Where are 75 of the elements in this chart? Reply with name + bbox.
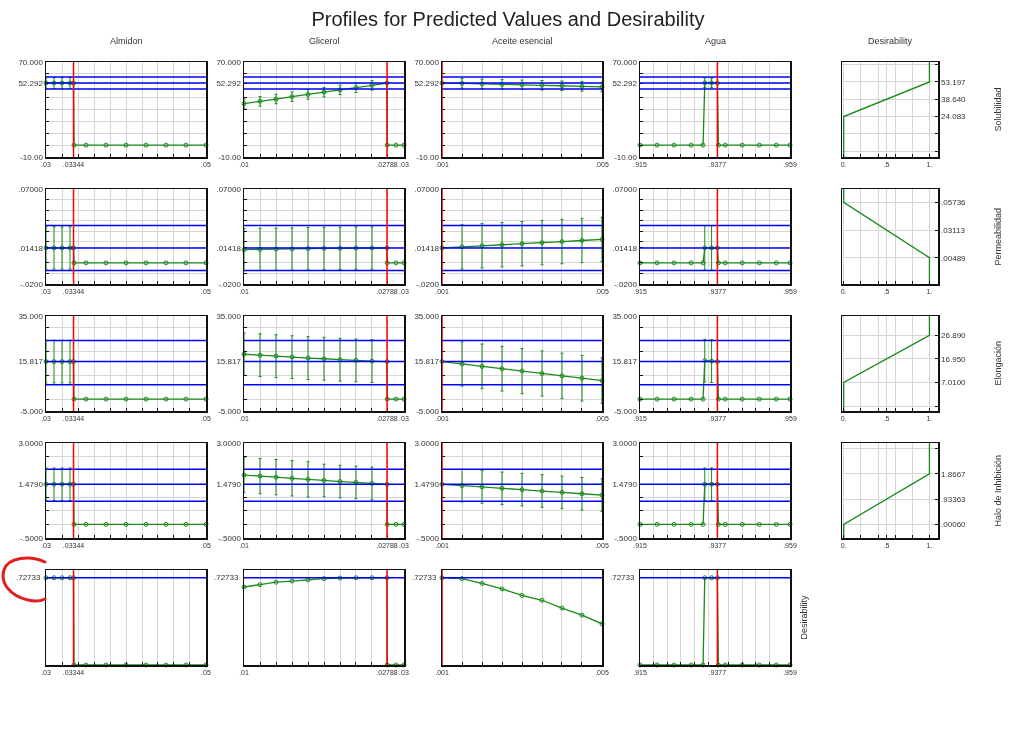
y-tick-label: 52.292 bbox=[612, 78, 638, 88]
text: Profiles for Predicted Values and Desirability bbox=[310, 8, 706, 31]
y-tick-label: 15.817 bbox=[414, 357, 440, 367]
y-tick-label: .07000 bbox=[612, 184, 638, 194]
y-tick-label: -.5000 bbox=[218, 533, 242, 543]
y-tick-label: 1.4790 bbox=[414, 480, 440, 490]
y-tick-label: 3.0000 bbox=[18, 438, 44, 448]
y-tick-label: 1.4790 bbox=[612, 480, 638, 490]
y-tick-label: 15.817 bbox=[216, 357, 242, 367]
y-tick-label: 52.292 bbox=[216, 78, 242, 88]
y-tick-label: .93363 bbox=[941, 494, 967, 504]
y-tick-label: 1.4790 bbox=[216, 480, 242, 490]
y-tick-label: 70.000 bbox=[18, 57, 44, 67]
y-tick-label: -.5000 bbox=[416, 533, 440, 543]
y-tick-label: -.5000 bbox=[20, 533, 44, 543]
y-tick-label: 70.000 bbox=[612, 57, 638, 67]
y-tick-label: .01418 bbox=[414, 243, 440, 253]
y-tick-label: 70.000 bbox=[216, 57, 242, 67]
y-tick-label: 35.000 bbox=[612, 311, 638, 321]
y-tick-label: 15.817 bbox=[18, 357, 44, 367]
y-tick-label: -5.000 bbox=[218, 406, 242, 416]
y-tick-label: .03113 bbox=[941, 225, 966, 235]
y-tick-label: -10.00 bbox=[218, 152, 242, 162]
y-axis-title: Elongación bbox=[992, 340, 1003, 386]
y-tick-label: -10.00 bbox=[416, 152, 440, 162]
y-axis-title: Desirability bbox=[798, 594, 809, 640]
y-tick-label: .01418 bbox=[216, 243, 242, 253]
y-tick-label: 3.0000 bbox=[216, 438, 242, 448]
y-tick-label: 35.000 bbox=[414, 311, 440, 321]
y-tick-label: 3.0000 bbox=[414, 438, 440, 448]
y-tick-label: -.0200 bbox=[416, 279, 440, 289]
chart-title: Agua bbox=[705, 36, 727, 46]
y-tick-label: 24.083 bbox=[941, 112, 967, 122]
y-tick-label: 26.890 bbox=[941, 331, 967, 341]
text: .72733 bbox=[16, 573, 42, 582]
y-tick-label: -10.00 bbox=[614, 152, 638, 162]
y-axis-title: Solubilidad bbox=[992, 87, 1003, 132]
y-tick-label: 35.000 bbox=[18, 311, 44, 321]
y-tick-label: -5.000 bbox=[20, 406, 44, 416]
y-tick-label: 1.8667 bbox=[941, 469, 967, 479]
y-tick-label: -10.00 bbox=[20, 152, 44, 162]
y-tick-label: 7.0100 bbox=[941, 378, 967, 388]
y-tick-label: 1.4790 bbox=[18, 480, 44, 490]
chart-title: Aceite esencial bbox=[492, 36, 553, 46]
y-tick-label: .01418 bbox=[612, 243, 638, 253]
y-tick-label: .00489 bbox=[941, 253, 967, 263]
chart-title: Desirability bbox=[868, 36, 913, 46]
y-tick-label: -.0200 bbox=[20, 279, 44, 289]
y-tick-label: 53.197 bbox=[941, 77, 967, 87]
y-tick-label: 3.0000 bbox=[612, 438, 638, 448]
y-tick-label: 16.950 bbox=[941, 354, 967, 364]
y-tick-label: .07000 bbox=[414, 184, 440, 194]
text: .72733 bbox=[610, 573, 636, 582]
y-axis-title: Permeabilidad bbox=[992, 207, 1003, 266]
y-tick-label: -.0200 bbox=[218, 279, 242, 289]
y-tick-label: -5.000 bbox=[416, 406, 440, 416]
y-tick-label: 52.292 bbox=[414, 78, 440, 88]
y-tick-label: 35.000 bbox=[216, 311, 242, 321]
y-tick-label: .07000 bbox=[216, 184, 242, 194]
y-tick-label: 15.817 bbox=[612, 357, 638, 367]
y-tick-label: 52.292 bbox=[18, 78, 44, 88]
y-tick-label: .00060 bbox=[941, 520, 967, 530]
y-tick-label: .07000 bbox=[18, 184, 44, 194]
y-tick-label: -5.000 bbox=[614, 406, 638, 416]
y-tick-label: 70.000 bbox=[414, 57, 440, 67]
y-tick-label: 38.640 bbox=[941, 95, 967, 105]
y-tick-label: -.5000 bbox=[614, 533, 638, 543]
y-tick-label: .01418 bbox=[18, 243, 44, 253]
y-tick-label: -.0200 bbox=[614, 279, 638, 289]
y-tick-label: .05736 bbox=[941, 198, 967, 208]
y-axis-title: Halo de Inhibición bbox=[992, 454, 1003, 527]
chart-title: Almidon bbox=[110, 36, 143, 46]
text: .72733 bbox=[214, 573, 240, 582]
chart-title: Glicerol bbox=[309, 36, 340, 46]
text: .72733 bbox=[412, 573, 438, 582]
